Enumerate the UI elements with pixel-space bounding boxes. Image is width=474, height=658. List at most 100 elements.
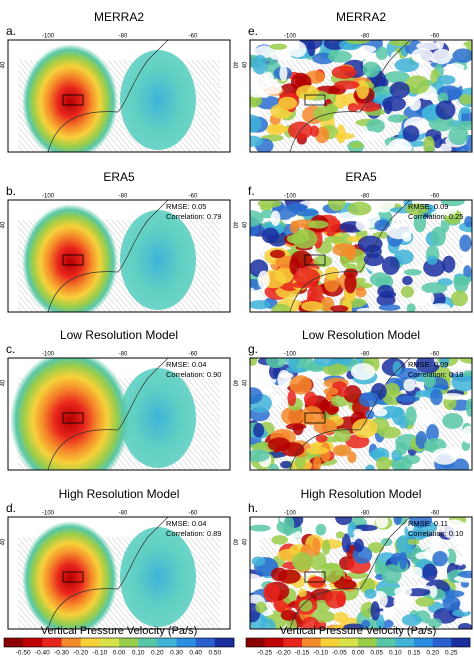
field-cell — [334, 132, 355, 140]
field-cell — [416, 67, 428, 75]
field-cell — [394, 58, 419, 73]
rmse-label: RMSE: 0.11 — [408, 519, 448, 528]
colorbar-segment — [42, 638, 62, 647]
field-cell — [347, 451, 357, 464]
descent-region — [120, 368, 196, 468]
field-cell — [459, 234, 472, 252]
colorbar-tick-label: 0.00 — [113, 650, 126, 657]
lat-tick-label: 40 — [1, 221, 7, 228]
field-cell — [327, 200, 346, 212]
field-cell — [307, 220, 329, 229]
field-cell — [403, 269, 422, 276]
lon-tick-label: -60 — [431, 34, 440, 40]
colorbar-segment — [376, 638, 396, 647]
map-frame — [7, 516, 231, 630]
ascent-region — [22, 521, 118, 629]
field-cell — [434, 201, 447, 214]
field-cell — [333, 80, 360, 90]
field-cell — [464, 216, 472, 228]
field-cell — [336, 590, 346, 608]
ascent-region — [22, 44, 118, 152]
field-cell — [384, 71, 410, 84]
field-cell — [250, 573, 263, 586]
colorbar-segment — [414, 638, 433, 647]
field-cell — [301, 301, 324, 312]
field-cell — [421, 282, 448, 294]
field-cell — [441, 519, 468, 540]
colorbar-tick-label: -0.05 — [332, 650, 347, 657]
field-cell — [315, 434, 328, 443]
field-cell — [350, 141, 364, 149]
lat-tick-label: 40 — [243, 221, 249, 228]
field-cell — [430, 226, 446, 247]
panel-letter: b. — [6, 184, 16, 198]
field-cell — [294, 267, 321, 287]
field-cell — [404, 75, 430, 95]
field-cell — [369, 272, 391, 287]
lon-tick-label: -60 — [189, 511, 198, 517]
field-cell — [435, 100, 456, 120]
field-cell — [377, 284, 394, 298]
field-cell — [279, 64, 288, 82]
field-cell — [271, 303, 291, 312]
field-cell — [400, 285, 414, 298]
field-cell — [334, 579, 357, 590]
field-cell — [257, 270, 270, 290]
field-cell — [442, 255, 456, 273]
field-cell — [286, 358, 300, 369]
field-cell — [405, 203, 429, 216]
field-cell — [263, 582, 280, 603]
field-cell — [463, 265, 472, 279]
study-box — [62, 254, 84, 266]
field-cell — [327, 50, 352, 63]
field-cell — [413, 212, 427, 233]
field-cell — [426, 424, 439, 443]
field-cell — [283, 517, 295, 533]
field-cell — [312, 537, 321, 556]
panel-letter: a. — [6, 24, 16, 38]
field-cell — [289, 375, 312, 395]
lat-tick-label-right: 40 — [231, 62, 237, 69]
field-cell — [394, 586, 413, 597]
panel-title: ERA5 — [345, 170, 377, 184]
field-cell — [352, 418, 378, 439]
lon-tick-label: -80 — [119, 194, 128, 200]
colorbar-tick-label: -0.15 — [295, 650, 310, 657]
field-cell — [365, 409, 375, 420]
map-field — [250, 200, 472, 312]
colorbar-segment — [61, 638, 81, 647]
field-cell — [399, 551, 408, 570]
field-cell — [333, 612, 349, 623]
field-cell — [389, 81, 410, 99]
coastline — [289, 517, 411, 629]
field-cell — [416, 41, 441, 51]
field-cell — [269, 50, 292, 61]
lon-tick-label: -100 — [42, 34, 55, 40]
field-cell — [459, 106, 471, 114]
field-cell — [332, 92, 347, 109]
field-cell — [252, 243, 263, 254]
lon-tick-label: -80 — [119, 511, 128, 517]
study-box — [62, 571, 84, 583]
field-cell — [361, 619, 371, 629]
field-cell — [442, 595, 461, 611]
lat-tick-label: 40 — [243, 61, 249, 68]
map-field — [250, 358, 472, 470]
lon-tick-label: -60 — [189, 352, 198, 358]
field-cell — [268, 124, 289, 134]
field-cell — [250, 524, 271, 532]
field-cell — [250, 449, 270, 463]
lat-tick-label: 40 — [243, 538, 249, 545]
lon-tick-label: -60 — [189, 34, 198, 40]
lon-tick-label: -80 — [361, 194, 370, 200]
field-cell — [289, 220, 299, 234]
colorbar-segment — [358, 638, 377, 647]
coastline — [47, 200, 169, 312]
field-cell — [345, 40, 370, 45]
study-box — [62, 94, 84, 106]
field-cell — [422, 563, 438, 582]
field-cell — [260, 618, 276, 629]
colorbar-tick-label: -0.10 — [313, 650, 328, 657]
field-cell — [321, 539, 331, 555]
